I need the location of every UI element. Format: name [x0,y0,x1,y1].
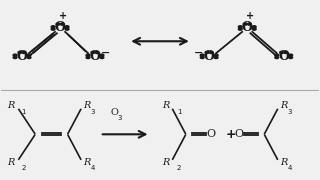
Text: O: O [55,21,66,35]
Circle shape [86,57,90,59]
Text: R: R [162,102,170,111]
Text: 2: 2 [21,165,26,171]
Text: +: + [246,12,254,21]
Text: 2: 2 [177,165,181,171]
Circle shape [100,54,104,56]
Text: O: O [17,50,28,63]
Text: R: R [7,102,14,111]
Text: 4: 4 [288,165,292,171]
Text: 1: 1 [21,109,26,115]
Text: O: O [204,50,215,63]
Text: O: O [278,50,289,63]
Circle shape [56,23,60,25]
Circle shape [275,54,279,56]
Text: O: O [206,129,215,139]
Text: −: − [194,48,204,58]
Circle shape [65,26,69,28]
Circle shape [238,26,242,28]
Text: 3: 3 [91,109,95,115]
Circle shape [252,26,256,28]
Text: R: R [280,102,287,111]
Circle shape [27,54,31,56]
Text: R: R [280,158,287,167]
Text: O: O [235,129,244,139]
Circle shape [209,51,213,53]
Circle shape [205,51,209,53]
Text: R: R [7,158,14,167]
Circle shape [13,54,17,56]
Circle shape [289,54,292,56]
Circle shape [91,51,95,53]
Text: +: + [59,12,67,21]
Text: 3: 3 [118,115,122,121]
Circle shape [289,57,292,59]
Circle shape [214,54,218,56]
Circle shape [95,51,99,53]
Text: O: O [242,21,253,35]
Circle shape [86,54,90,56]
Text: R: R [83,102,91,111]
Text: O: O [110,108,118,117]
Circle shape [200,57,204,59]
Circle shape [60,23,64,25]
Circle shape [214,57,218,59]
Circle shape [65,28,69,30]
Circle shape [18,51,22,53]
Circle shape [238,28,242,30]
Text: R: R [83,158,91,167]
Circle shape [200,54,204,56]
Circle shape [13,57,17,59]
Circle shape [247,23,251,25]
Text: R: R [162,158,170,167]
Circle shape [51,28,55,30]
Circle shape [280,51,284,53]
Text: +: + [226,128,237,141]
Circle shape [27,57,31,59]
Text: O: O [90,50,100,63]
Circle shape [252,28,256,30]
Circle shape [275,57,279,59]
Circle shape [284,51,288,53]
Circle shape [100,57,104,59]
Text: 3: 3 [288,109,292,115]
Text: 4: 4 [91,165,95,171]
Circle shape [51,26,55,28]
Circle shape [243,23,247,25]
Circle shape [22,51,26,53]
Text: −: − [101,48,110,58]
Text: 1: 1 [177,109,181,115]
